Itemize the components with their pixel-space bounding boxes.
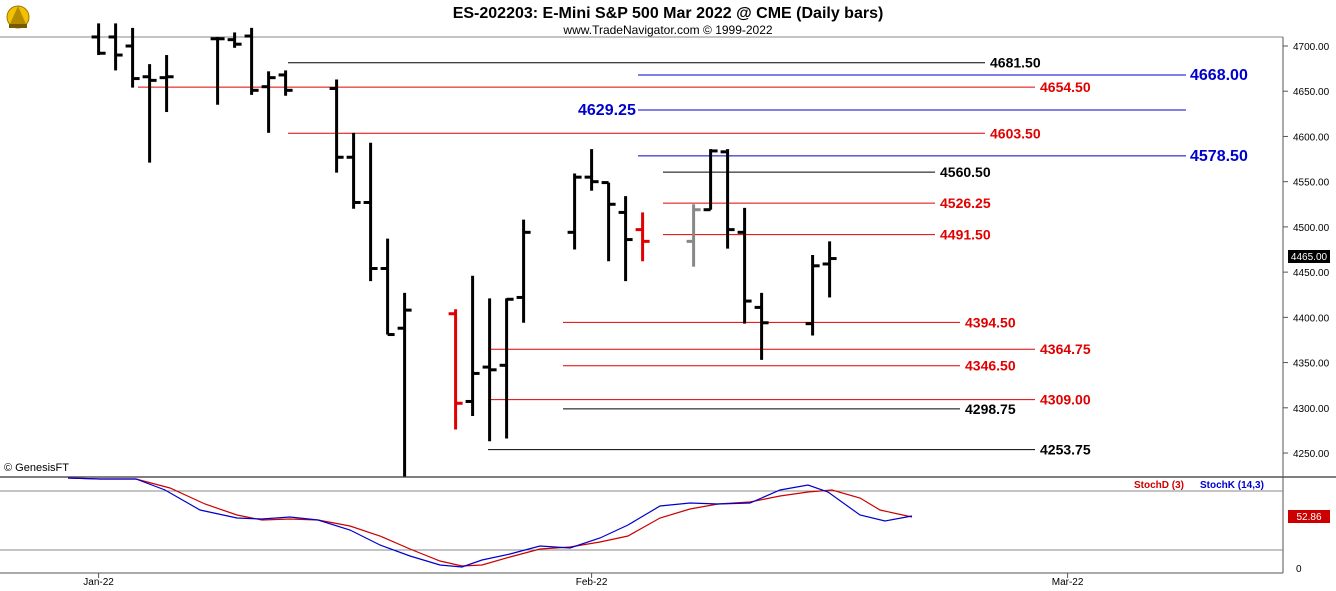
date-tick-label: Mar-22 — [1052, 577, 1084, 588]
level-label: 4346.50 — [965, 358, 1016, 374]
ohlc-bar — [448, 309, 463, 430]
level-red: 4346.50 — [563, 358, 1016, 374]
price-tick-label: 4550.00 — [1293, 178, 1330, 189]
level-blue: 4578.50 — [638, 148, 1248, 165]
price-tick-label: 4400.00 — [1293, 313, 1330, 324]
ohlc-bar — [584, 149, 599, 191]
level-red: 4526.25 — [663, 195, 991, 211]
level-black: 4560.50 — [663, 164, 991, 180]
ohlc-bar — [278, 70, 293, 96]
support-resistance-levels: 4681.50 4668.00 4654.50 4629.25 4603.50 4578.… — [138, 55, 1248, 458]
price-tick-label: 4250.00 — [1293, 449, 1330, 460]
ohlc-bar — [499, 297, 514, 439]
ohlc-bar — [227, 32, 242, 48]
ohlc-bar — [363, 142, 378, 282]
level-red: 4309.00 — [488, 392, 1091, 408]
price-axis-ticks: 4700.00 4650.00 4600.00 4550.00 4500.00 4450.… — [1283, 42, 1330, 460]
ohlc-bar — [91, 23, 106, 56]
logo-icon — [6, 5, 30, 29]
ohlc-bar — [142, 64, 157, 163]
price-tick-label: 4350.00 — [1293, 359, 1330, 370]
level-black: 4298.75 — [563, 401, 1016, 417]
level-red: 4364.75 — [488, 341, 1091, 357]
ohlc-bar — [329, 79, 344, 173]
level-label: 4603.50 — [990, 125, 1041, 141]
last-price-label: 4465.00 — [1291, 252, 1328, 263]
date-axis-ticks: Jan-22 Feb-22 Mar-22 — [83, 573, 1084, 588]
ohlc-bar — [601, 181, 616, 262]
ohlc-bar — [516, 219, 531, 323]
ohlc-bar — [380, 238, 395, 337]
ohlc-bar — [805, 254, 820, 336]
stoch-d-line — [67, 477, 913, 567]
level-label: 4253.75 — [1040, 442, 1091, 458]
ohlc-bar — [720, 149, 735, 249]
ohlc-bar — [635, 212, 650, 262]
level-blue: 4629.25 — [578, 102, 1186, 119]
level-label: 4668.00 — [1190, 67, 1248, 84]
stoch-k-legend: StochK (14,3) — [1200, 480, 1264, 491]
ohlc-bar — [346, 132, 361, 209]
ohlc-bar — [754, 292, 769, 360]
level-label: 4629.25 — [578, 102, 636, 119]
ohlc-bar — [159, 55, 174, 113]
stoch-axis-zero: 0 — [1296, 564, 1302, 575]
ohlc-bar — [210, 36, 225, 105]
date-tick-label: Jan-22 — [83, 577, 114, 588]
level-label: 4364.75 — [1040, 341, 1091, 357]
level-label: 4298.75 — [965, 401, 1016, 417]
ohlc-bar — [125, 27, 140, 88]
level-label: 4578.50 — [1190, 148, 1248, 165]
level-red: 4491.50 — [663, 227, 991, 243]
level-black: 4253.75 — [488, 442, 1091, 458]
stoch-k-line — [67, 477, 913, 568]
ohlc-bar — [482, 298, 497, 442]
level-label: 4654.50 — [1040, 79, 1091, 95]
level-label: 4394.50 — [965, 314, 1016, 330]
chart-subtitle: www.TradeNavigator.com © 1999-2022 — [562, 23, 772, 37]
chart-title: ES-202203: E-Mini S&P 500 Mar 2022 @ CME… — [453, 5, 884, 22]
level-label: 4309.00 — [1040, 392, 1091, 408]
stoch-last-marker: 52.86 — [1288, 510, 1330, 523]
ohlc-bar — [618, 196, 633, 282]
ohlc-bar — [703, 149, 718, 212]
price-tick-label: 4650.00 — [1293, 87, 1330, 98]
level-blue: 4668.00 — [638, 67, 1248, 84]
level-label: 4560.50 — [940, 164, 991, 180]
level-red: 4394.50 — [563, 314, 1016, 330]
ohlc-bar — [567, 173, 582, 250]
level-label: 4526.25 — [940, 195, 991, 211]
price-tick-label: 4450.00 — [1293, 268, 1330, 279]
ohlc-bar — [397, 292, 412, 477]
price-tick-label: 4700.00 — [1293, 42, 1330, 53]
date-tick-label: Feb-22 — [576, 577, 608, 588]
stoch-last-value: 52.86 — [1296, 512, 1321, 523]
ohlc-bar — [261, 71, 276, 133]
price-tick-label: 4500.00 — [1293, 223, 1330, 234]
level-label: 4681.50 — [990, 55, 1041, 71]
level-label: 4491.50 — [940, 227, 991, 243]
price-bars — [91, 23, 837, 477]
ohlc-bar — [737, 207, 752, 324]
price-tick-label: 4300.00 — [1293, 404, 1330, 415]
price-tick-label: 4600.00 — [1293, 132, 1330, 143]
level-red: 4654.50 — [138, 79, 1091, 95]
copyright-text: © GenesisFT — [4, 462, 69, 474]
ohlc-bar — [108, 23, 123, 71]
ohlc-bar — [244, 27, 259, 95]
ohlc-bar — [686, 204, 701, 267]
last-price-marker: 4465.00 — [1288, 250, 1330, 263]
ohlc-bar — [822, 241, 837, 298]
level-black: 4681.50 — [288, 55, 1041, 71]
ohlc-bar — [465, 275, 480, 416]
level-red: 4603.50 — [288, 125, 1041, 141]
stoch-d-legend: StochD (3) — [1134, 480, 1184, 491]
